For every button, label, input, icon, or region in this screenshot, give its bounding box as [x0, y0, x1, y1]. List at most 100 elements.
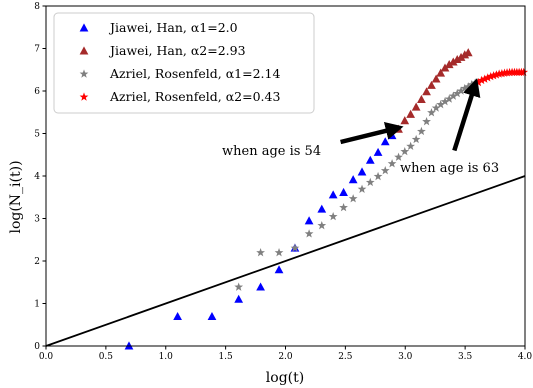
data-point: [460, 50, 470, 59]
data-point: [456, 86, 466, 95]
data-point: [348, 175, 358, 184]
y-tick-label: 7: [34, 45, 40, 55]
data-point: [380, 137, 390, 146]
data-point: [373, 147, 383, 156]
reference-line: [45, 175, 526, 347]
axes: 0.0 0.5 1.0 1.5 2.0 2.5 3.0 3.5 4.0 0 1 2 3 4 5 6 7 8: [34, 2, 532, 362]
data-point: [427, 108, 436, 117]
y-tick-label: 5: [34, 130, 40, 140]
data-point: [304, 216, 314, 225]
legend-marker: [79, 46, 89, 55]
y-tick-label: 6: [34, 87, 40, 97]
data-point: [365, 177, 375, 187]
data-point: [317, 204, 327, 213]
data-point: [365, 155, 375, 164]
data-point: [274, 248, 284, 257]
data-point: [304, 229, 314, 238]
series-3: [234, 78, 480, 291]
data-point: [400, 146, 410, 156]
y-tick-label: 0: [34, 342, 40, 352]
data-point: [373, 171, 383, 181]
legend-marker: [79, 92, 89, 101]
data-point: [431, 103, 441, 112]
annotation-label: when age is 54: [222, 144, 321, 159]
data-point: [436, 100, 446, 109]
x-tick-label: 1.5: [218, 352, 233, 362]
data-point: [497, 68, 507, 78]
series-1: [124, 131, 397, 350]
data-point: [494, 69, 504, 78]
data-point: [207, 311, 217, 320]
annotation-arrow: [340, 122, 404, 145]
data-point: [456, 52, 466, 61]
data-point: [448, 57, 458, 66]
data-point: [387, 159, 397, 168]
x-tick-label: 3.0: [398, 352, 413, 362]
y-tick-label: 2: [34, 257, 40, 267]
data-point: [348, 194, 358, 203]
data-point: [256, 248, 265, 257]
y-axis-title: log(N_i(t)): [8, 160, 24, 233]
data-point: [394, 152, 403, 161]
data-point: [328, 211, 338, 221]
x-axis-title: log(t): [266, 370, 304, 386]
data-point: [436, 68, 446, 77]
y-tick-label: 4: [34, 172, 40, 182]
data-point: [124, 341, 134, 350]
data-point: [486, 71, 496, 81]
x-tick-label: 1.0: [159, 352, 174, 362]
data-point: [480, 74, 490, 83]
legend-label: Jiawei, Han, α2=2.93: [108, 43, 246, 58]
data-point: [339, 187, 348, 196]
x-tick-label: 2.0: [278, 352, 293, 362]
data-point: [444, 94, 454, 103]
data-point: [417, 94, 426, 103]
data-point: [431, 74, 441, 83]
x-tick-label: 0.0: [39, 352, 54, 362]
data-point: [444, 60, 454, 69]
y-tick-label: 1: [34, 300, 40, 310]
data-point: [357, 184, 367, 193]
data-point: [380, 166, 390, 175]
data-point: [422, 117, 431, 126]
data-point: [417, 126, 426, 136]
data-point: [411, 134, 421, 144]
data-point: [328, 190, 338, 199]
annotations: when age is 54 when age is 63: [222, 78, 499, 176]
data-point: [519, 67, 529, 77]
data-point: [406, 109, 416, 118]
data-points: [124, 48, 529, 350]
x-tick-label: 2.5: [338, 352, 353, 362]
data-point: [422, 87, 431, 96]
data-point: [274, 265, 284, 274]
data-point: [411, 102, 421, 111]
data-point: [256, 282, 265, 291]
x-tick-label: 4.0: [518, 352, 533, 362]
series-4: [474, 67, 529, 87]
data-point: [317, 221, 327, 230]
x-tick-label: 0.5: [99, 352, 114, 362]
legend-frame: [53, 12, 315, 114]
legend-label: Azriel, Rosenfeld, α2=0.43: [109, 89, 280, 104]
data-point: [452, 54, 462, 63]
data-point: [339, 202, 348, 212]
data-point: [290, 243, 300, 252]
y-tick-label: 3: [34, 215, 40, 225]
x-tick-label: 3.5: [458, 352, 473, 362]
data-point: [406, 141, 416, 150]
annotation-arrow: [452, 78, 481, 152]
data-point: [357, 167, 367, 176]
data-point: [440, 63, 450, 72]
data-point: [234, 282, 244, 291]
annotation-label: when age is 63: [400, 161, 499, 176]
data-point: [234, 294, 244, 303]
reference-line-group: [45, 175, 526, 347]
data-point: [448, 91, 458, 100]
y-tick-label: 8: [34, 2, 40, 12]
data-point: [483, 73, 493, 82]
data-point: [173, 311, 182, 320]
data-point: [492, 70, 501, 79]
legend-label: Jiawei, Han, α1=2.0: [108, 20, 238, 35]
data-point: [452, 88, 462, 98]
